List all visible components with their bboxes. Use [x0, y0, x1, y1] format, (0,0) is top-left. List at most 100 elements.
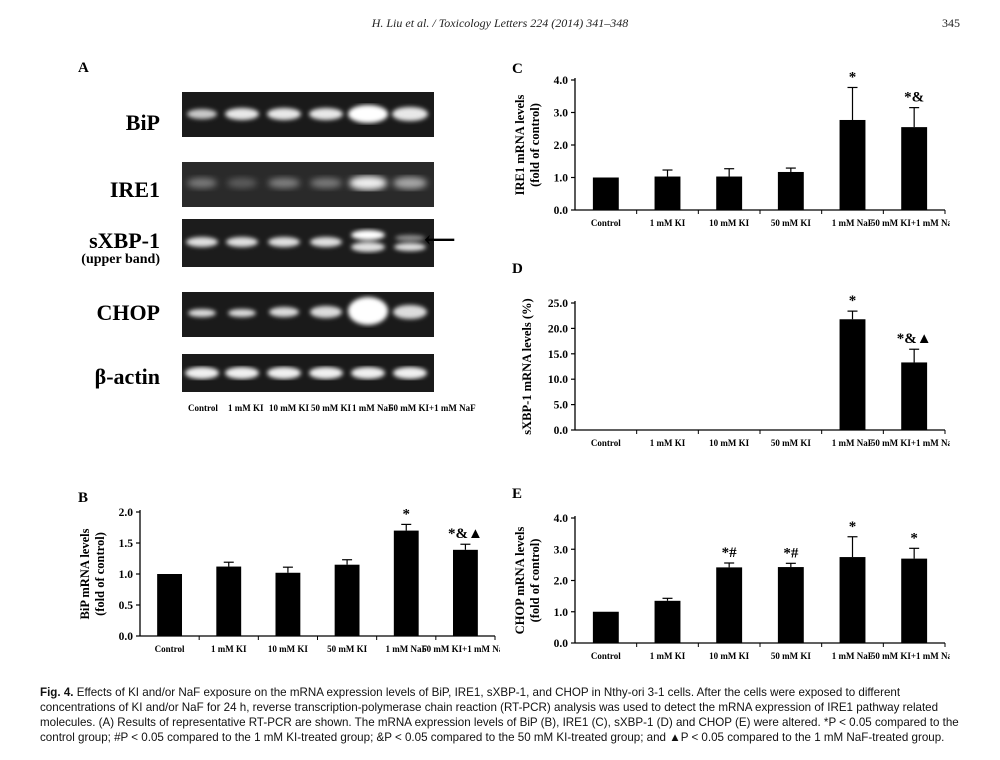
- y-tick-label: 4.0: [554, 75, 569, 87]
- gel-ire1: [182, 162, 434, 207]
- bar: [777, 171, 804, 210]
- bar: [901, 127, 928, 210]
- figure-caption: Fig. 4. Effects of KI and/or NaF exposur…: [40, 685, 960, 745]
- y-axis-label: sXBP-1 mRNA levels (%): [520, 298, 534, 434]
- chart-panel-c: C IRE1 mRNA levels (fold of control) 0.0 1.0…: [512, 61, 950, 228]
- y-tick-label: 1.5: [119, 538, 134, 550]
- lane-label: 50 mM KI: [311, 403, 351, 413]
- bar: [901, 558, 928, 643]
- x-tick-label: Control: [155, 644, 185, 654]
- x-tick-label: 10 mM KI: [709, 651, 749, 661]
- y-tick-label: 1.0: [554, 173, 569, 185]
- chart-panel-e: E CHOP mRNA levels (fold of control) 0.0 1.0…: [512, 486, 950, 661]
- x-tick-label: 50 mM KI+1 mM NaF: [871, 218, 950, 228]
- x-tick-label: 1 mM KI: [211, 644, 247, 654]
- gel-chop: [182, 292, 434, 337]
- y-tick-label: 0.0: [119, 631, 134, 643]
- panel-letter: E: [512, 486, 522, 502]
- y-axis-label: CHOP mRNA levels: [513, 527, 527, 635]
- gel-label-ire1: IRE1: [109, 177, 160, 202]
- chart-panel-b: B BiP mRNA levels (fold of control) 0.0 0.5 1…: [78, 490, 500, 654]
- gel-bip: [182, 92, 434, 137]
- gel-lane-labels: Control 1 mM KI 10 mM KI 50 mM KI 1 mM N…: [184, 403, 476, 415]
- x-tick-label: 10 mM KI: [709, 438, 749, 448]
- significance-marker: *: [849, 293, 857, 309]
- bar: [716, 567, 743, 643]
- x-tick-label: 10 mM KI: [709, 218, 749, 228]
- y-axis-label: BiP mRNA levels: [78, 528, 92, 619]
- bar: [157, 574, 183, 636]
- bar: [216, 566, 242, 636]
- x-tick-label: 1 mM NaF: [832, 651, 874, 661]
- y-axis-label: (fold of control): [528, 103, 542, 187]
- lane-label: Control: [188, 403, 218, 413]
- bar: [275, 572, 301, 636]
- panel-letter: B: [78, 490, 88, 506]
- y-tick-label: 0.5: [119, 600, 134, 612]
- x-tick-label: 10 mM KI: [268, 644, 308, 654]
- y-axis-label: (fold of control): [528, 539, 542, 623]
- y-tick-label: 1.0: [119, 569, 134, 581]
- y-tick-label: 3.0: [554, 108, 569, 120]
- gel-beta-actin: [182, 354, 434, 392]
- y-tick-label: 2.0: [119, 507, 134, 519]
- significance-marker: *&▲: [897, 331, 932, 347]
- lane-label: 1 mM NaF: [352, 403, 394, 413]
- gel-images: [182, 92, 434, 392]
- lane-label: 1 mM KI: [228, 403, 264, 413]
- panel-letter: D: [512, 261, 523, 277]
- y-tick-label: 3.0: [554, 544, 569, 556]
- significance-marker: *: [849, 519, 857, 535]
- gel-sxbp1: [182, 219, 434, 267]
- significance-marker: *&▲: [448, 526, 483, 542]
- significance-marker: *#: [722, 545, 738, 561]
- bar: [716, 176, 743, 210]
- y-tick-label: 10.0: [548, 374, 568, 386]
- bar: [839, 557, 866, 643]
- x-tick-label: 1 mM KI: [650, 651, 686, 661]
- bar: [901, 362, 928, 430]
- page-header: H. Liu et al. / Toxicology Letters 224 (…: [0, 16, 1000, 36]
- y-tick-label: 2.0: [554, 576, 569, 588]
- y-tick-label: 5.0: [554, 400, 569, 412]
- bar: [452, 549, 478, 636]
- x-tick-label: Control: [591, 218, 621, 228]
- y-tick-label: 20.0: [548, 323, 568, 335]
- gel-label-beta-actin: β-actin: [94, 364, 160, 389]
- lane-label: 50 mM KI+1 mM NaF: [389, 403, 476, 413]
- page-number: 345: [942, 16, 960, 30]
- x-tick-label: Control: [591, 651, 621, 661]
- y-tick-label: 0.0: [554, 425, 569, 437]
- x-tick-label: 50 mM KI: [771, 218, 811, 228]
- x-tick-label: Control: [591, 438, 621, 448]
- x-tick-label: 50 mM KI+1 mM NaF: [422, 644, 500, 654]
- x-tick-label: 50 mM KI: [771, 651, 811, 661]
- x-tick-label: 1 mM KI: [650, 438, 686, 448]
- y-tick-label: 1.0: [554, 607, 569, 619]
- x-tick-label: 1 mM NaF: [832, 218, 874, 228]
- lane-label: 10 mM KI: [269, 403, 309, 413]
- bar: [777, 567, 804, 643]
- gel-label-bip: BiP: [125, 110, 160, 135]
- bar: [654, 176, 681, 210]
- x-tick-label: 50 mM KI: [771, 438, 811, 448]
- x-tick-label: 1 mM KI: [650, 218, 686, 228]
- y-tick-label: 0.0: [554, 638, 569, 650]
- gel-sublabel-sxbp1: (upper band): [81, 252, 160, 267]
- x-tick-label: 50 mM KI+1 mM NaF: [871, 651, 950, 661]
- bar: [334, 564, 360, 636]
- bar: [393, 530, 419, 636]
- x-tick-label: 50 mM KI+1 mM NaF: [871, 438, 950, 448]
- bar: [839, 319, 866, 430]
- gel-label-sxbp1: sXBP-1: [89, 228, 160, 253]
- y-tick-label: 25.0: [548, 298, 568, 310]
- y-tick-label: 0.0: [554, 205, 569, 217]
- y-tick-label: 4.0: [554, 513, 569, 525]
- y-tick-label: 15.0: [548, 349, 568, 361]
- gel-label-chop: CHOP: [96, 300, 160, 325]
- y-tick-label: 2.0: [554, 140, 569, 152]
- journal-reference: H. Liu et al. / Toxicology Letters 224 (…: [371, 16, 629, 30]
- bar: [592, 611, 619, 643]
- figure-caption-text: Effects of KI and/or NaF exposure on the…: [40, 686, 959, 744]
